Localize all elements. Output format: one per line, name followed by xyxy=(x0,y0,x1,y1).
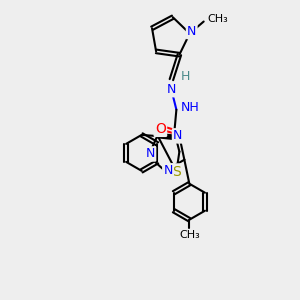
Text: N: N xyxy=(167,83,176,96)
Text: N: N xyxy=(163,164,173,177)
Text: N: N xyxy=(173,129,182,142)
Text: N: N xyxy=(187,25,196,38)
Text: H: H xyxy=(181,70,190,83)
Text: O: O xyxy=(155,122,166,136)
Text: N: N xyxy=(146,148,155,160)
Text: NH: NH xyxy=(180,101,199,114)
Text: S: S xyxy=(172,165,181,179)
Text: CH₃: CH₃ xyxy=(179,230,200,240)
Text: CH₃: CH₃ xyxy=(208,14,228,23)
